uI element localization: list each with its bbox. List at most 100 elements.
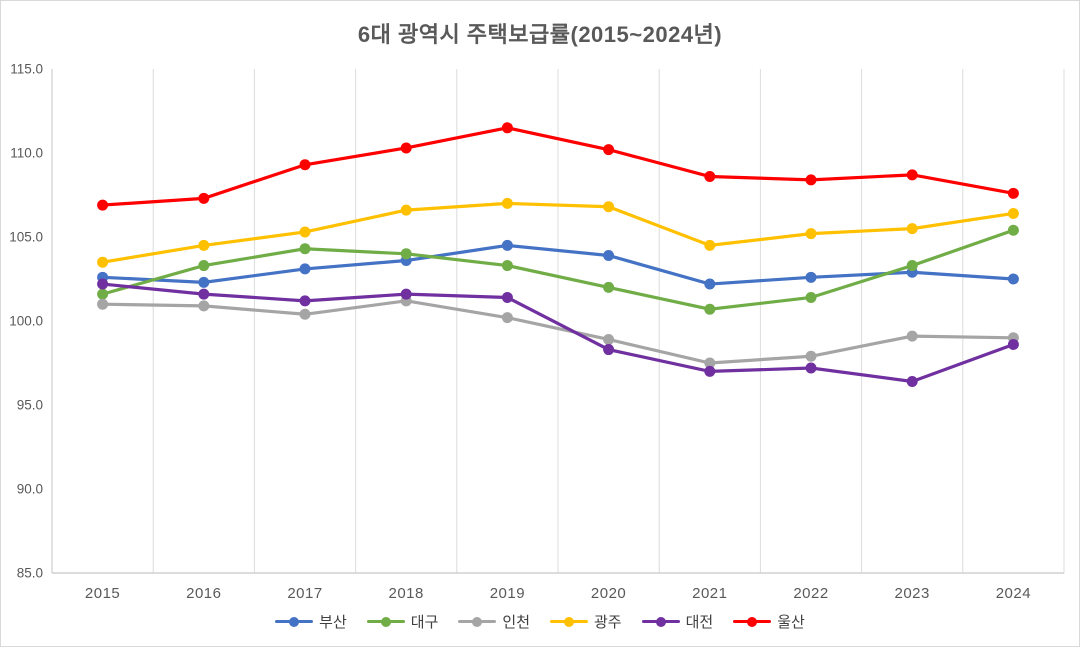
chart-legend: 부산 대구 인천 광주 대전 울산 <box>1 611 1079 632</box>
data-point-daegu <box>400 248 412 260</box>
data-point-daegu <box>299 243 311 255</box>
data-point-daejeon <box>906 375 918 387</box>
legend-marker-ulsan-icon <box>733 616 772 627</box>
x-tick-label: 2021 <box>692 585 727 602</box>
x-tick-label: 2024 <box>996 585 1031 602</box>
series-line-incheon <box>100 299 1016 365</box>
data-point-incheon <box>299 308 311 320</box>
data-point-daegu <box>1007 224 1019 236</box>
axis-lines <box>51 69 1064 574</box>
legend-label-daegu: 대구 <box>410 614 439 631</box>
data-point-gwangju <box>97 256 109 268</box>
data-point-gwangju <box>906 223 918 235</box>
legend-marker-gwangju-icon <box>550 616 588 627</box>
gridlines <box>51 69 1065 573</box>
x-tick-label: 2017 <box>287 585 322 602</box>
data-point-daegu <box>603 281 615 293</box>
data-point-busan <box>603 249 615 261</box>
y-tick-label: 90.0 <box>17 482 43 497</box>
data-point-daegu <box>805 291 817 303</box>
data-point-gwangju <box>603 201 615 213</box>
data-point-busan <box>299 263 311 275</box>
series-incheon <box>97 295 1019 369</box>
data-point-daegu <box>198 260 210 272</box>
data-point-daejeon <box>400 288 412 300</box>
series-line-ulsan <box>100 126 1016 207</box>
series-gwangju <box>97 197 1019 268</box>
y-axis-tick-labels: 85.0 90.0 95.0 100.0 105.0 110.0 115.0 <box>9 62 43 581</box>
series-ulsan <box>97 122 1019 211</box>
x-tick-label: 2023 <box>895 585 930 602</box>
data-point-busan <box>198 276 210 288</box>
data-point-incheon <box>704 357 716 369</box>
legend-item-daejeon: 대전 <box>641 611 713 632</box>
data-point-daejeon <box>299 295 311 307</box>
data-point-daegu <box>906 260 918 272</box>
legend-item-incheon: 인천 <box>458 611 530 632</box>
series-daegu <box>97 224 1019 315</box>
data-point-incheon <box>198 300 210 312</box>
legend-label-incheon: 인천 <box>502 614 530 631</box>
data-point-ulsan <box>805 174 817 186</box>
legend-marker-incheon-icon <box>458 616 497 627</box>
series-line-daejeon <box>100 282 1016 384</box>
data-point-daejeon <box>603 344 615 356</box>
series-line-busan <box>100 243 1016 286</box>
data-point-gwangju <box>198 239 210 251</box>
legend-item-daegu: 대구 <box>366 611 439 632</box>
data-point-daegu <box>501 260 513 272</box>
data-point-daejeon <box>97 278 109 290</box>
data-point-busan <box>1007 273 1019 285</box>
data-point-ulsan <box>97 199 109 211</box>
y-tick-label: 110.0 <box>10 146 43 161</box>
data-point-busan <box>501 239 513 251</box>
data-point-daejeon <box>501 291 513 303</box>
x-tick-label: 2016 <box>186 585 221 602</box>
data-point-gwangju <box>299 226 311 238</box>
data-point-gwangju <box>704 239 716 251</box>
data-point-busan <box>805 271 817 283</box>
x-tick-label: 2015 <box>85 585 120 602</box>
data-point-daejeon <box>805 362 817 374</box>
x-axis-tick-labels: 2015 2016 2017 2018 2019 2020 2021 2022 2023 2024 <box>85 585 1031 602</box>
data-point-daejeon <box>1007 339 1019 351</box>
legend-item-gwangju: 광주 <box>550 611 622 632</box>
series-line-daegu <box>100 228 1016 311</box>
legend-item-ulsan: 울산 <box>733 611 805 632</box>
data-point-incheon <box>805 350 817 362</box>
data-point-ulsan <box>603 144 615 156</box>
x-tick-label: 2020 <box>591 585 626 602</box>
series-daejeon <box>97 278 1019 387</box>
y-tick-label: 100.0 <box>9 314 43 329</box>
legend-item-busan: 부산 <box>275 611 347 632</box>
data-point-ulsan <box>501 122 513 134</box>
data-point-gwangju <box>400 204 412 216</box>
data-point-ulsan <box>906 169 918 181</box>
y-tick-label: 115.0 <box>10 62 43 77</box>
data-point-incheon <box>603 333 615 345</box>
legend-label-ulsan: 울산 <box>777 614 805 631</box>
x-tick-label: 2019 <box>490 585 525 602</box>
data-point-busan <box>704 278 716 290</box>
data-point-ulsan <box>704 171 716 183</box>
data-point-incheon <box>501 312 513 324</box>
data-point-ulsan <box>299 159 311 171</box>
data-point-ulsan <box>400 142 412 154</box>
data-point-ulsan <box>198 192 210 204</box>
x-tick-label: 2022 <box>793 585 828 602</box>
data-point-daejeon <box>198 288 210 300</box>
legend-label-gwangju: 광주 <box>594 614 622 631</box>
y-tick-label: 105.0 <box>9 230 43 245</box>
data-point-daegu <box>704 303 716 315</box>
x-tick-label: 2018 <box>389 585 424 602</box>
data-point-daegu <box>97 288 109 300</box>
data-point-incheon <box>97 298 109 310</box>
data-point-gwangju <box>805 228 817 240</box>
legend-marker-daejeon-icon <box>641 616 680 627</box>
legend-label-busan: 부산 <box>319 614 347 631</box>
data-point-gwangju <box>1007 207 1019 219</box>
data-point-incheon <box>906 330 918 342</box>
y-tick-label: 85.0 <box>17 566 43 581</box>
